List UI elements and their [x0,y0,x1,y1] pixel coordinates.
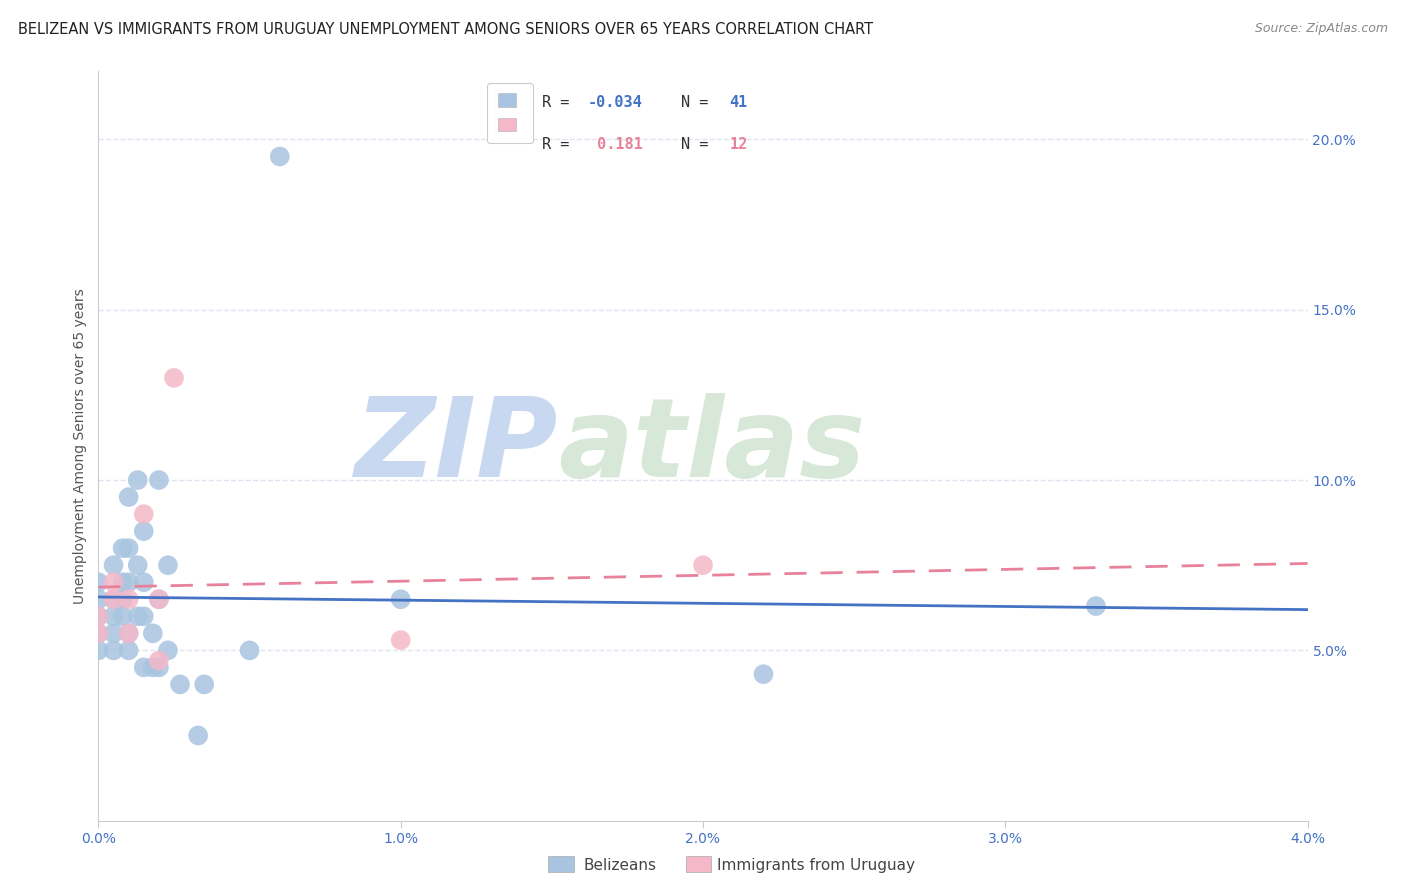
Point [111,575,134,590]
Text: ZIP: ZIP [354,392,558,500]
Point [148,473,170,487]
Point [239,643,262,657]
Point [163,371,186,385]
Point [156,643,179,657]
Point [156,558,179,573]
Point [118,626,141,640]
Point [142,626,165,640]
Point [132,524,155,538]
Text: -0.034: -0.034 [588,95,643,110]
Point [187,729,209,743]
Point [118,541,141,556]
Point [103,575,125,590]
Point [752,667,775,681]
Text: 12: 12 [730,136,748,152]
Text: Source: ZipAtlas.com: Source: ZipAtlas.com [1254,22,1388,36]
Text: BELIZEAN VS IMMIGRANTS FROM URUGUAY UNEMPLOYMENT AMONG SENIORS OVER 65 YEARS COR: BELIZEAN VS IMMIGRANTS FROM URUGUAY UNEM… [18,22,873,37]
Point [148,660,170,674]
Point [118,626,141,640]
Point [692,558,714,573]
Point [169,677,191,691]
Text: R =: R = [543,95,579,110]
Point [111,592,134,607]
Legend: , : , [486,83,533,144]
Point [87,592,110,607]
Point [389,633,412,648]
Point [118,643,141,657]
Point [132,575,155,590]
Text: R =: R = [543,136,579,152]
Point [87,626,110,640]
Point [132,660,155,674]
Text: Immigrants from Uruguay: Immigrants from Uruguay [717,858,915,872]
Point [193,677,215,691]
Text: 41: 41 [730,95,748,110]
Point [103,609,125,624]
Point [111,541,134,556]
Point [127,473,149,487]
Point [148,654,170,668]
Point [132,507,155,521]
Text: Belizeans: Belizeans [583,858,657,872]
Point [269,149,291,163]
Point [87,609,110,624]
Point [87,626,110,640]
Point [87,609,110,624]
Point [142,660,165,674]
Point [103,592,125,607]
Point [118,592,141,607]
Point [103,643,125,657]
Point [389,592,412,607]
Text: atlas: atlas [558,392,865,500]
Point [132,609,155,624]
Y-axis label: Unemployment Among Seniors over 65 years: Unemployment Among Seniors over 65 years [73,288,87,604]
Point [148,592,170,607]
Point [87,643,110,657]
Point [118,575,141,590]
Text: N =: N = [682,95,717,110]
Point [103,592,125,607]
Point [148,592,170,607]
Point [87,575,110,590]
Text: 0.181: 0.181 [588,136,643,152]
Point [118,490,141,504]
Point [127,558,149,573]
Point [127,609,149,624]
Text: N =: N = [682,136,717,152]
Point [111,609,134,624]
Point [103,626,125,640]
Point [103,558,125,573]
Point [1085,599,1108,613]
